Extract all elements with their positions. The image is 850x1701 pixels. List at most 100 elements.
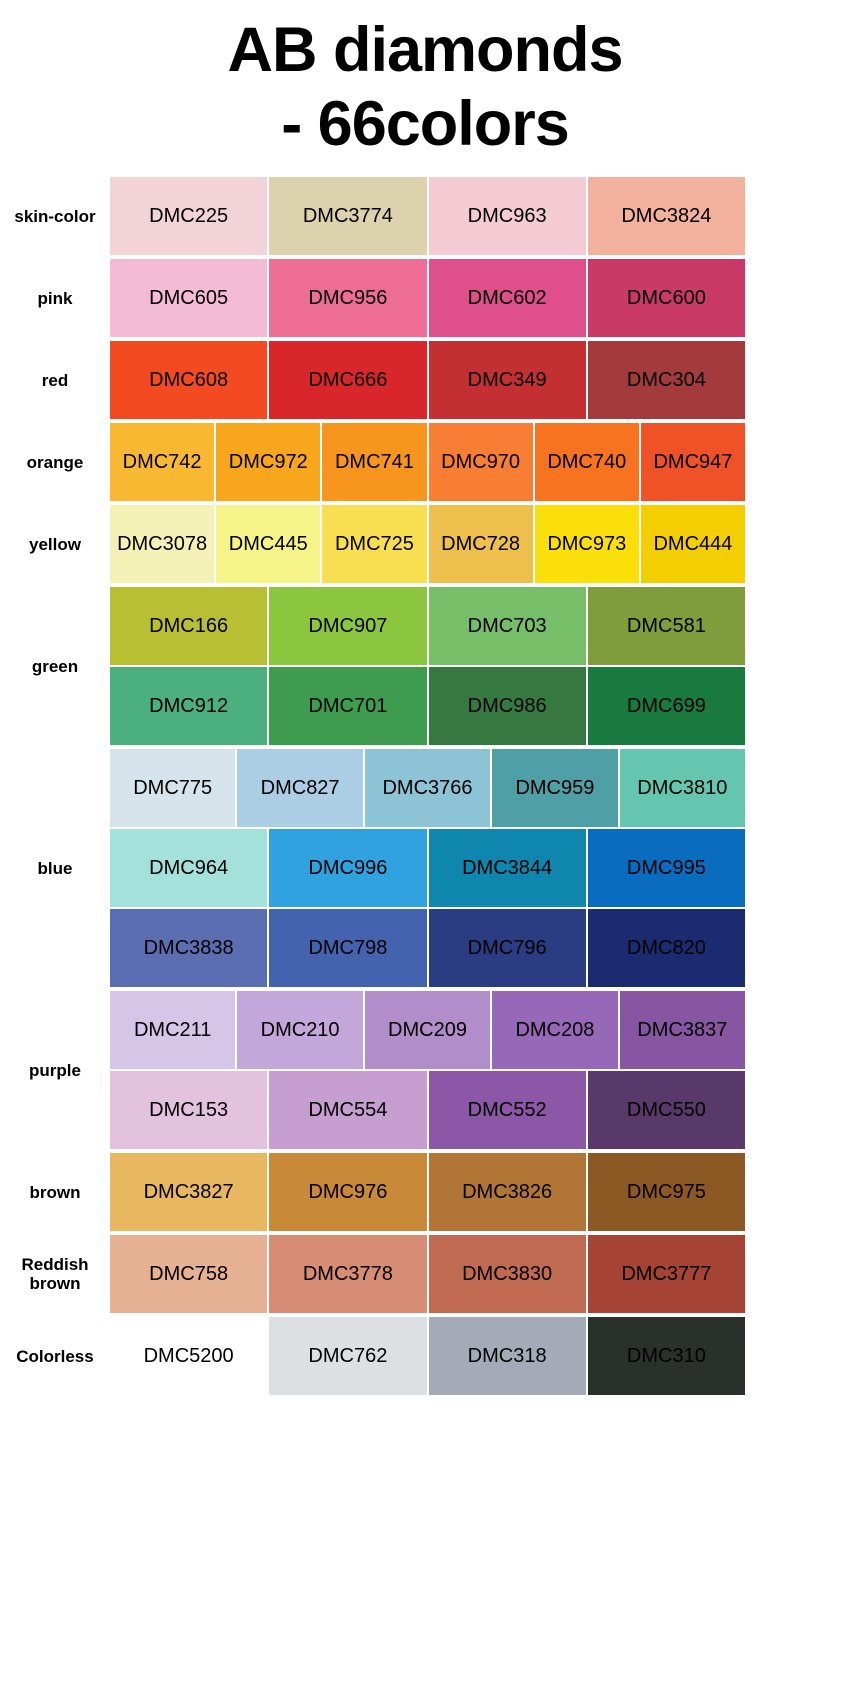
color-swatch-dmc3827: DMC3827 — [110, 1153, 268, 1232]
color-swatch-dmc775: DMC775 — [110, 749, 236, 828]
color-group-colorless: Colorless DMC5200 DMC762 DMC318 DMC310 — [0, 1317, 745, 1396]
swatch-code-label: DMC211 — [133, 1018, 212, 1041]
color-swatch-dmc728: DMC728 — [428, 505, 533, 584]
color-group-blue: blue DMC775 DMC827 DMC3766 DMC959 DMC3810 DMC9… — [0, 749, 746, 988]
swatch-code-label: DMC912 — [149, 694, 229, 717]
swatch-code-label: DMC3838 — [143, 936, 234, 959]
color-swatch-dmc666: DMC666 — [269, 341, 427, 420]
swatch-code-label: DMC3766 — [382, 776, 473, 799]
color-group-red: red DMC608 DMC666 DMC349 DMC304 — [0, 341, 745, 420]
swatch-code-label: DMC318 — [467, 1344, 547, 1367]
group-label-skin-color: skin-color — [14, 206, 96, 226]
group-label-green: green — [31, 656, 79, 676]
swatch-code-label: DMC3827 — [143, 1180, 234, 1203]
swatch-row: DMC964 DMC996 DMC3844 DMC995 — [110, 829, 745, 908]
swatch-code-label: DMC550 — [626, 1098, 706, 1121]
color-swatch-dmc740: DMC740 — [534, 423, 639, 502]
swatch-code-label: DMC964 — [149, 856, 229, 879]
swatch-code-label: DMC820 — [626, 936, 706, 959]
swatch-code-label: DMC798 — [308, 936, 388, 959]
color-swatch-dmc3810: DMC3810 — [619, 749, 746, 828]
swatch-code-label: DMC740 — [547, 450, 627, 473]
color-swatch-dmc3837: DMC3837 — [619, 991, 746, 1070]
color-swatch-dmc907: DMC907 — [269, 587, 427, 666]
color-swatch-dmc3078: DMC3078 — [110, 505, 215, 584]
swatch-row: DMC5200 DMC762 DMC318 DMC310 — [110, 1317, 745, 1396]
swatch-code-label: DMC703 — [467, 614, 547, 637]
swatch-code-label: DMC3774 — [302, 204, 393, 227]
swatch-code-label: DMC947 — [653, 450, 733, 473]
swatch-code-label: DMC959 — [515, 776, 595, 799]
color-group-green: green DMC166 DMC907 DMC703 DMC581 DMC912 DMC70… — [0, 587, 745, 746]
swatch-code-label: DMC3777 — [621, 1262, 712, 1285]
swatch-code-label: DMC3826 — [462, 1180, 553, 1203]
swatch-code-label: DMC600 — [626, 286, 706, 309]
color-swatch-dmc758: DMC758 — [110, 1235, 268, 1314]
page-title: AB diamonds - 66colors — [0, 0, 850, 161]
color-swatch-dmc166: DMC166 — [110, 587, 268, 666]
color-swatch-dmc3777: DMC3777 — [587, 1235, 745, 1314]
swatch-code-label: DMC827 — [260, 776, 340, 799]
color-swatch-dmc225: DMC225 — [110, 177, 268, 256]
swatch-row: DMC3078 DMC445 DMC725 DMC728 DMC973 DMC444 — [110, 505, 746, 584]
swatch-code-label: DMC3824 — [621, 204, 712, 227]
group-rows: DMC608 DMC666 DMC349 DMC304 — [110, 341, 745, 420]
color-swatch-dmc742: DMC742 — [110, 423, 215, 502]
color-swatch-dmc3778: DMC3778 — [269, 1235, 427, 1314]
color-swatch-dmc349: DMC349 — [428, 341, 586, 420]
swatch-code-label: DMC608 — [149, 368, 229, 391]
swatch-code-label: DMC445 — [228, 532, 308, 555]
color-swatch-dmc444: DMC444 — [640, 505, 746, 584]
color-swatch-dmc608: DMC608 — [110, 341, 268, 420]
group-rows: DMC742 DMC972 DMC741 DMC970 DMC740 DMC947 — [110, 423, 746, 502]
swatch-row: DMC3838 DMC798 DMC796 DMC820 — [110, 909, 745, 988]
page-title-line1: AB diamonds — [227, 15, 623, 85]
group-label-colorless: Colorless — [16, 1346, 94, 1366]
group-rows: DMC211 DMC210 DMC209 DMC208 DMC3837 DMC153 DMC… — [110, 991, 746, 1150]
swatch-code-label: DMC742 — [122, 450, 202, 473]
color-group-yellow: yellow DMC3078 DMC445 DMC725 DMC728 DMC973 DMC… — [0, 505, 746, 584]
color-swatch-dmc209: DMC209 — [364, 991, 491, 1070]
swatch-code-label: DMC963 — [467, 204, 547, 227]
color-swatch-dmc959: DMC959 — [492, 749, 618, 828]
color-swatch-dmc970: DMC970 — [428, 423, 533, 502]
color-swatch-dmc3826: DMC3826 — [428, 1153, 586, 1232]
color-group-skin-color: skin-color DMC225 DMC3774 DMC963 DMC3824 — [0, 177, 745, 256]
color-swatch-dmc912: DMC912 — [110, 667, 268, 746]
swatch-code-label: DMC741 — [334, 450, 414, 473]
color-swatch-dmc796: DMC796 — [428, 909, 586, 988]
swatch-code-label: DMC166 — [149, 614, 229, 637]
color-swatch-dmc3766: DMC3766 — [364, 749, 491, 828]
swatch-code-label: DMC775 — [133, 776, 213, 799]
color-swatch-dmc304: DMC304 — [587, 341, 745, 420]
group-rows: DMC758 DMC3778 DMC3830 DMC3777 — [110, 1235, 745, 1314]
color-swatch-dmc3824: DMC3824 — [587, 177, 745, 256]
color-group-purple: purple DMC211 DMC210 DMC209 DMC208 DMC3837 DMC… — [0, 991, 746, 1150]
color-swatch-dmc762: DMC762 — [269, 1317, 427, 1396]
swatch-row: DMC166 DMC907 DMC703 DMC581 — [110, 587, 745, 666]
group-label-reddish-brown: Reddish brown — [21, 1254, 89, 1294]
group-rows: DMC5200 DMC762 DMC318 DMC310 — [110, 1317, 745, 1396]
swatch-code-label: DMC976 — [308, 1180, 388, 1203]
swatch-code-label: DMC581 — [626, 614, 706, 637]
color-swatch-dmc699: DMC699 — [587, 667, 745, 746]
color-swatch-dmc964: DMC964 — [110, 829, 268, 908]
swatch-row: DMC742 DMC972 DMC741 DMC970 DMC740 DMC947 — [110, 423, 746, 502]
swatch-code-label: DMC210 — [260, 1018, 340, 1041]
color-swatch-dmc986: DMC986 — [428, 667, 586, 746]
swatch-code-label: DMC973 — [547, 532, 627, 555]
swatch-code-label: DMC996 — [308, 856, 388, 879]
group-rows: DMC3827 DMC976 DMC3826 DMC975 — [110, 1153, 745, 1232]
color-swatch-dmc153: DMC153 — [110, 1071, 268, 1150]
color-swatch-dmc310: DMC310 — [587, 1317, 745, 1396]
swatch-code-label: DMC970 — [441, 450, 521, 473]
group-label-purple: purple — [29, 1060, 81, 1080]
color-swatch-dmc3774: DMC3774 — [269, 177, 427, 256]
swatch-row: DMC225 DMC3774 DMC963 DMC3824 — [110, 177, 745, 256]
swatch-code-label: DMC725 — [334, 532, 414, 555]
color-swatch-dmc554: DMC554 — [269, 1071, 427, 1150]
swatch-code-label: DMC444 — [653, 532, 733, 555]
color-swatch-dmc600: DMC600 — [587, 259, 745, 338]
color-swatch-dmc552: DMC552 — [428, 1071, 586, 1150]
